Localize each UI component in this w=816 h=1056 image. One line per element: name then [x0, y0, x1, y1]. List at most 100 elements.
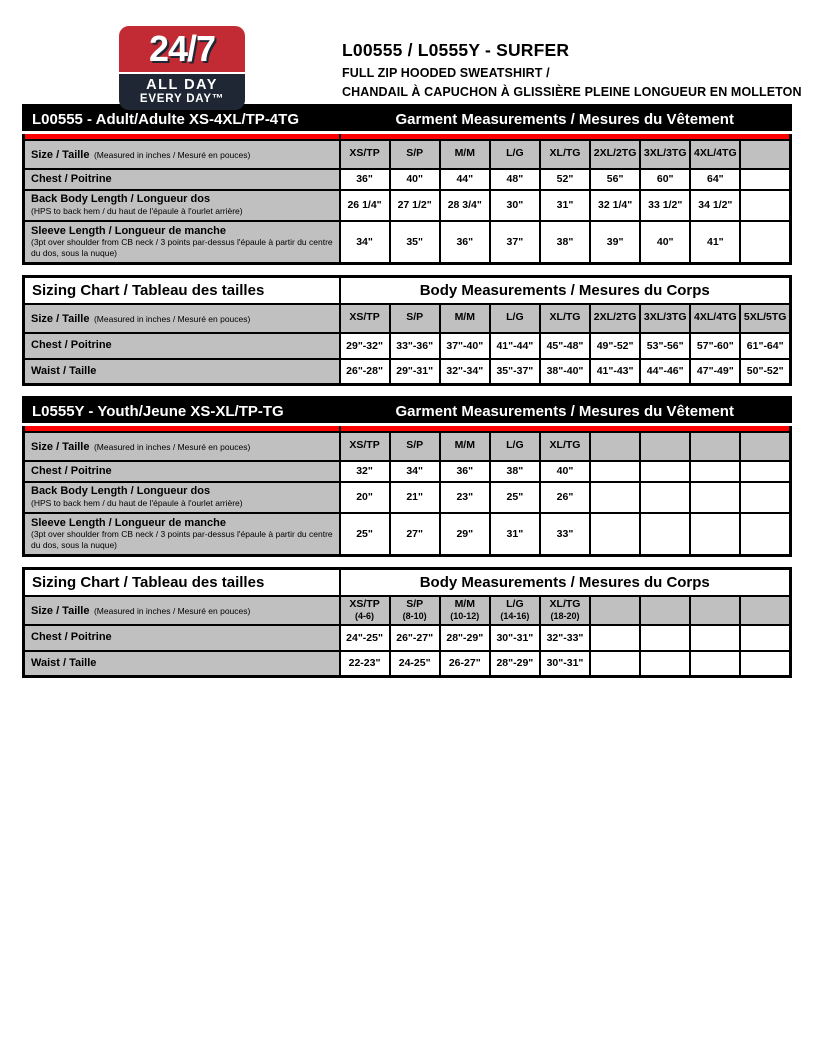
measurement-value — [639, 459, 692, 483]
measurement-value — [739, 480, 792, 514]
column-header: S/P — [388, 302, 441, 334]
measurement-value: 26"-27" — [388, 623, 441, 652]
red-accent-bar — [22, 423, 341, 433]
column-header — [689, 430, 742, 462]
column-header-label: 4XL/4TG — [694, 311, 737, 324]
measurement-table: Sizing Chart / Tableau des tailles Body M… — [22, 567, 792, 678]
column-header-label: M/M — [454, 439, 475, 452]
measurement-value: 32"-34" — [438, 357, 491, 386]
column-header-label: XS/TP — [349, 311, 380, 324]
measurement-value: 41"-43" — [589, 357, 642, 386]
column-header — [639, 594, 692, 626]
measurement-value — [739, 511, 792, 557]
measurement-row-label-note: (3pt over shoulder from CB neck / 3 poin… — [31, 237, 333, 259]
measurement-value: 26-27" — [438, 649, 491, 678]
measurement-value: 38" — [488, 459, 541, 483]
column-header: 3XL/3TG — [639, 302, 692, 334]
measurement-value — [739, 167, 792, 191]
column-header: XS/TP — [338, 138, 391, 170]
measurement-value — [739, 219, 792, 265]
measurement-row-label-note: (HPS to back hem / du haut de l'épaule à… — [31, 498, 243, 508]
measurement-value: 45"-48" — [538, 331, 592, 360]
table-title-left: Sizing Chart / Tableau des tailles — [22, 567, 341, 597]
measurement-value: 37" — [488, 219, 541, 265]
measurement-table: L0555Y - Youth/Jeune XS-XL/TP-TG Garment … — [22, 396, 792, 557]
product-name-en: FULL ZIP HOODED SWEATSHIRT / — [342, 66, 550, 80]
measurement-row-label: Chest / Poitrine — [22, 623, 341, 652]
column-header-label: L/G — [506, 439, 524, 452]
measurement-value — [639, 649, 692, 678]
column-header — [689, 594, 742, 626]
table-title-left: Sizing Chart / Tableau des tailles — [22, 275, 341, 305]
measurement-value: 49"-52" — [589, 331, 642, 360]
column-header: 4XL/4TG — [689, 138, 742, 170]
measurement-value — [689, 623, 742, 652]
column-header: L/G — [488, 430, 541, 462]
column-header-label: XL/TG — [549, 597, 581, 610]
measurement-value: 40" — [538, 459, 592, 483]
column-header-label: S/P — [406, 597, 424, 610]
measurement-value: 56" — [589, 167, 642, 191]
column-header-label: L/G — [506, 311, 524, 324]
size-row-label: Size / Taille (Measured in inches / Mesu… — [22, 430, 341, 462]
column-header: M/M — [438, 138, 491, 170]
product-code-title: L00555 / L0555Y - SURFER — [342, 40, 570, 60]
column-header-label: 3XL/3TG — [643, 147, 687, 160]
measurement-value: 26"-28" — [338, 357, 391, 386]
column-header: XL/TG — [538, 430, 592, 462]
measurement-value — [589, 649, 642, 678]
size-row-label-note: (Measured in inches / Mesuré en pouces) — [93, 314, 251, 324]
red-accent-bar — [338, 131, 792, 141]
measurement-value: 44"-46" — [639, 357, 692, 386]
measurement-value: 28 3/4" — [438, 188, 491, 222]
column-header: XS/TP (4-6) — [338, 594, 391, 626]
measurement-value: 53"-56" — [639, 331, 692, 360]
column-header: L/G — [488, 138, 541, 170]
column-header-sub: (4-6) — [355, 610, 375, 621]
measurement-value — [689, 649, 742, 678]
measurement-table: Sizing Chart / Tableau des tailles Body M… — [22, 275, 792, 386]
measurement-row-label-text: Sleeve Length / Longueur de manche — [31, 516, 226, 529]
logo-tagline: ALL DAY EVERY DAY™ — [119, 72, 245, 111]
measurement-value: 38" — [538, 219, 592, 265]
column-header: M/M — [438, 430, 491, 462]
measurement-value: 52" — [538, 167, 592, 191]
measurement-value: 34" — [388, 459, 441, 483]
column-header: S/P — [388, 138, 441, 170]
measurement-value: 25" — [488, 480, 541, 514]
size-row-label-text: Size / Taille — [31, 441, 90, 453]
measurement-value: 36" — [438, 219, 491, 265]
measurement-table: L00555 - Adult/Adulte XS-4XL/TP-4TG Garme… — [22, 104, 792, 265]
column-header: L/G — [488, 302, 541, 334]
column-header: M/M — [438, 302, 491, 334]
size-row-label-text: Size / Taille — [31, 313, 90, 325]
column-header-label: L/G — [506, 147, 524, 160]
column-header-label: XS/TP — [349, 147, 380, 160]
measurement-row-label: Back Body Length / Longueur dos (HPS to b… — [22, 480, 341, 514]
table-title-left: L0555Y - Youth/Jeune XS-XL/TP-TG — [22, 396, 341, 426]
measurement-value: 32" — [338, 459, 391, 483]
column-header: 2XL/2TG — [589, 138, 642, 170]
column-header-label: XL/TG — [549, 439, 581, 452]
measurement-row-label-text: Back Body Length / Longueur dos — [31, 193, 211, 206]
column-header: XL/TG (18-20) — [538, 594, 592, 626]
measurement-row-label-text: Sleeve Length / Longueur de manche — [31, 224, 226, 237]
size-row-label-text: Size / Taille — [31, 605, 90, 617]
product-titles: L00555 / L0555Y - SURFER FULL ZIP HOODED… — [342, 40, 802, 99]
measurement-row-label-note: (3pt over shoulder from CB neck / 3 poin… — [31, 529, 333, 551]
logo-tagline-line2: EVERY DAY™ — [139, 93, 225, 106]
measurement-row-label-text: Chest / Poitrine — [31, 631, 112, 644]
measurement-value: 36" — [338, 167, 391, 191]
column-header-label: S/P — [406, 311, 424, 324]
document-header: 24/7 ALL DAY EVERY DAY™ L00555 / L0555Y … — [0, 0, 816, 111]
measurement-value: 44" — [438, 167, 491, 191]
table-youth-body-measurements: Sizing Chart / Tableau des tailles Body M… — [22, 567, 794, 678]
column-header — [639, 430, 692, 462]
measurement-value: 29" — [438, 511, 491, 557]
column-header-label: M/M — [454, 597, 475, 610]
measurement-value: 32"-33" — [538, 623, 592, 652]
product-name-fr: CHANDAIL À CAPUCHON À GLISSIÈRE PLEINE L… — [342, 85, 802, 99]
measurement-value — [689, 480, 742, 514]
measurement-value — [589, 623, 642, 652]
